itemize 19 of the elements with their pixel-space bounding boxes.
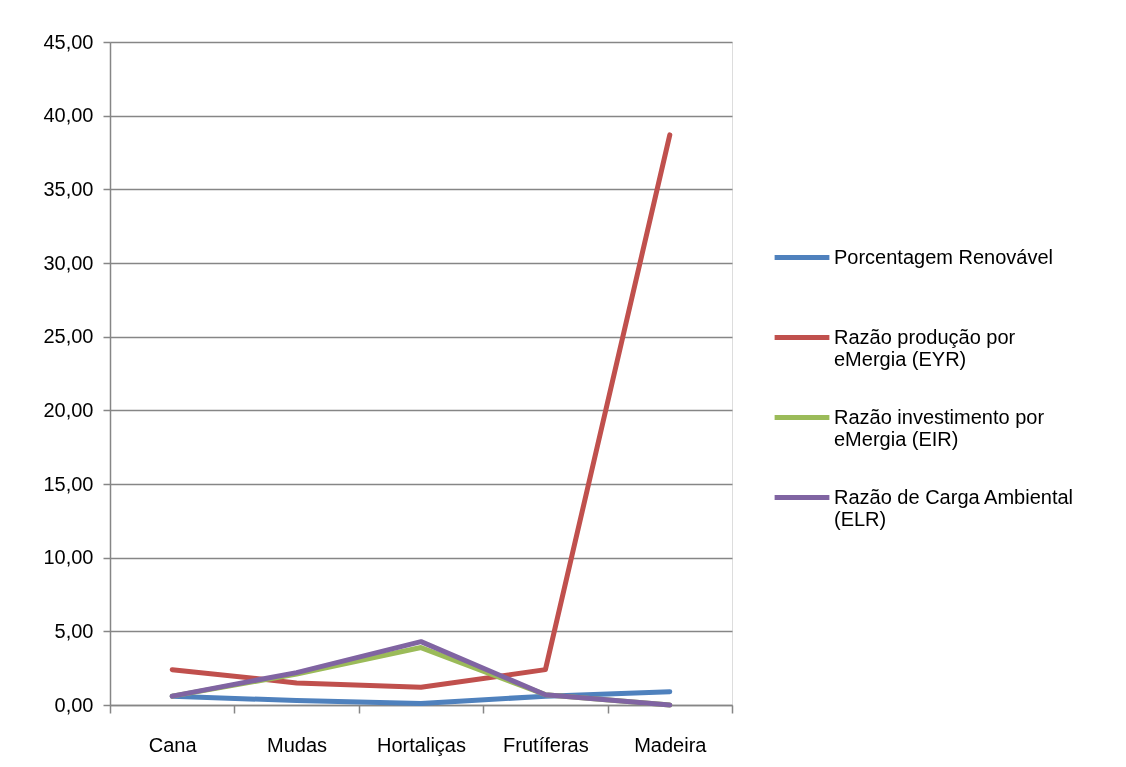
y-tick-label: 0,00 <box>54 693 94 716</box>
y-tick-label: 20,00 <box>43 398 94 421</box>
x-tick-label: Madeira <box>634 733 708 756</box>
y-tick-label: 35,00 <box>43 177 94 200</box>
x-tick-label: Mudas <box>267 733 328 756</box>
y-tick-label: 10,00 <box>43 546 94 569</box>
legend-label: Razão produção por eMergia (EYR) <box>834 325 1016 370</box>
legend-label: Razão investimento por eMergia (EIR) <box>834 405 1045 450</box>
y-tick-label: 25,00 <box>43 325 94 348</box>
y-tick-label: 45,00 <box>43 30 94 53</box>
y-tick-label: 15,00 <box>43 472 94 495</box>
y-tick-label: 40,00 <box>43 104 94 127</box>
x-tick-label: Cana <box>148 733 198 756</box>
legend-label: Porcentagem Renovável <box>834 245 1054 268</box>
legend-label: Razão de Carga Ambiental (ELR) <box>834 485 1074 530</box>
y-tick-label: 30,00 <box>43 251 94 274</box>
x-tick-label: Hortaliças <box>377 733 466 756</box>
x-tick-label: Frutíferas <box>503 733 589 756</box>
y-tick-label: 5,00 <box>54 619 94 642</box>
